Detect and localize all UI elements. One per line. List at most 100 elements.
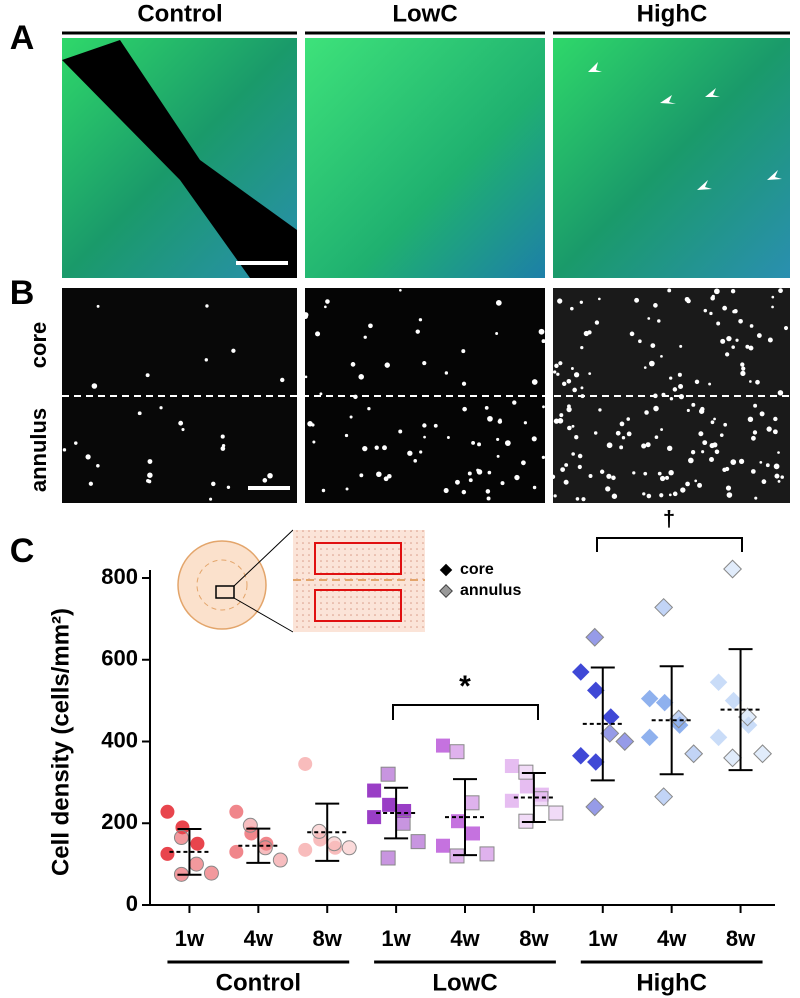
y-tick-label: 400	[101, 727, 138, 752]
nucleus	[759, 411, 765, 417]
nucleus	[735, 338, 739, 342]
nucleus	[383, 476, 389, 482]
nucleus	[709, 311, 713, 316]
nucleus	[641, 443, 647, 449]
nucleus	[765, 463, 770, 468]
legend-marker	[439, 584, 453, 598]
nucleus	[415, 329, 420, 334]
data-point	[380, 850, 396, 866]
data-point	[504, 759, 519, 774]
nucleus	[433, 423, 438, 428]
nucleus	[666, 445, 673, 452]
data-point	[298, 756, 313, 771]
nucleus	[531, 436, 537, 442]
nucleus	[668, 470, 674, 476]
nucleus	[315, 331, 321, 337]
nucleus	[471, 440, 476, 445]
nucleus	[646, 493, 652, 499]
data-point	[585, 627, 605, 647]
data-point	[602, 708, 620, 726]
x-tick-label: 8w	[519, 926, 549, 951]
nucleus	[599, 469, 605, 474]
nucleus	[774, 473, 780, 479]
nucleus	[553, 494, 557, 498]
nucleus	[575, 497, 580, 501]
nucleus	[611, 493, 618, 499]
data-point	[229, 804, 244, 819]
legend-marker	[439, 563, 453, 577]
nucleus	[496, 454, 500, 458]
nucleus	[751, 435, 756, 441]
nucleus	[443, 488, 449, 494]
x-tick-label: 8w	[726, 926, 756, 951]
nucleus	[659, 493, 664, 498]
nucleus	[778, 288, 783, 294]
nucleus	[626, 417, 630, 421]
nucleus	[570, 367, 574, 370]
data-point	[654, 597, 674, 617]
nucleus	[554, 363, 559, 368]
nucleus	[725, 352, 730, 357]
nucleus	[690, 450, 696, 455]
nucleus	[387, 473, 392, 479]
nucleus	[462, 406, 467, 412]
data-point	[242, 817, 258, 833]
nucleus	[685, 481, 690, 487]
significance-bracket	[596, 537, 743, 552]
nucleus	[532, 485, 537, 490]
data-point	[229, 844, 244, 859]
nucleus	[85, 454, 91, 460]
nucleus	[726, 335, 732, 342]
panel-label: A	[10, 19, 35, 57]
nucleus	[495, 332, 499, 335]
data-point	[395, 815, 411, 831]
nucleus	[638, 339, 642, 344]
nucleus	[643, 366, 647, 369]
nucleus	[750, 469, 756, 474]
nucleus	[96, 464, 100, 468]
nucleus	[504, 440, 511, 446]
nucleus	[667, 288, 672, 293]
data-point	[272, 852, 288, 868]
nucleus	[606, 442, 613, 449]
nucleus	[423, 435, 426, 439]
nucleus	[422, 360, 427, 366]
data-point	[410, 834, 426, 850]
nucleus	[777, 390, 784, 396]
column-title: Control	[137, 0, 222, 27]
nucleus	[677, 372, 682, 377]
nucleus	[557, 298, 563, 304]
nucleus	[345, 487, 349, 491]
nucleus	[626, 431, 632, 437]
nucleus	[714, 288, 720, 295]
nucleus	[738, 458, 745, 464]
y-tick-label: 800	[101, 564, 138, 589]
nucleus	[280, 377, 285, 383]
nucleus	[220, 446, 226, 451]
nucleus	[362, 445, 368, 452]
nucleus	[398, 429, 403, 434]
nuclei	[62, 288, 789, 502]
nucleus	[422, 423, 427, 428]
data-point	[188, 856, 204, 872]
nucleus	[523, 421, 528, 425]
x-tick-label: 4w	[450, 926, 480, 951]
nucleus	[325, 299, 330, 304]
nucleus	[722, 305, 728, 311]
nucleus	[363, 335, 367, 339]
data-point	[738, 707, 758, 727]
x-tick-label: 1w	[175, 926, 205, 951]
nucleus	[541, 339, 546, 344]
data-point	[572, 747, 590, 765]
nucleus	[561, 381, 567, 386]
row-label: core	[26, 322, 51, 368]
nucleus	[487, 415, 493, 422]
nucleus	[783, 325, 789, 331]
nucleus	[538, 328, 545, 335]
data-point	[548, 805, 564, 821]
nucleus	[580, 386, 584, 390]
data-point	[397, 803, 412, 818]
nucleus	[571, 452, 575, 456]
nucleus	[461, 349, 466, 354]
nucleus	[262, 478, 268, 483]
